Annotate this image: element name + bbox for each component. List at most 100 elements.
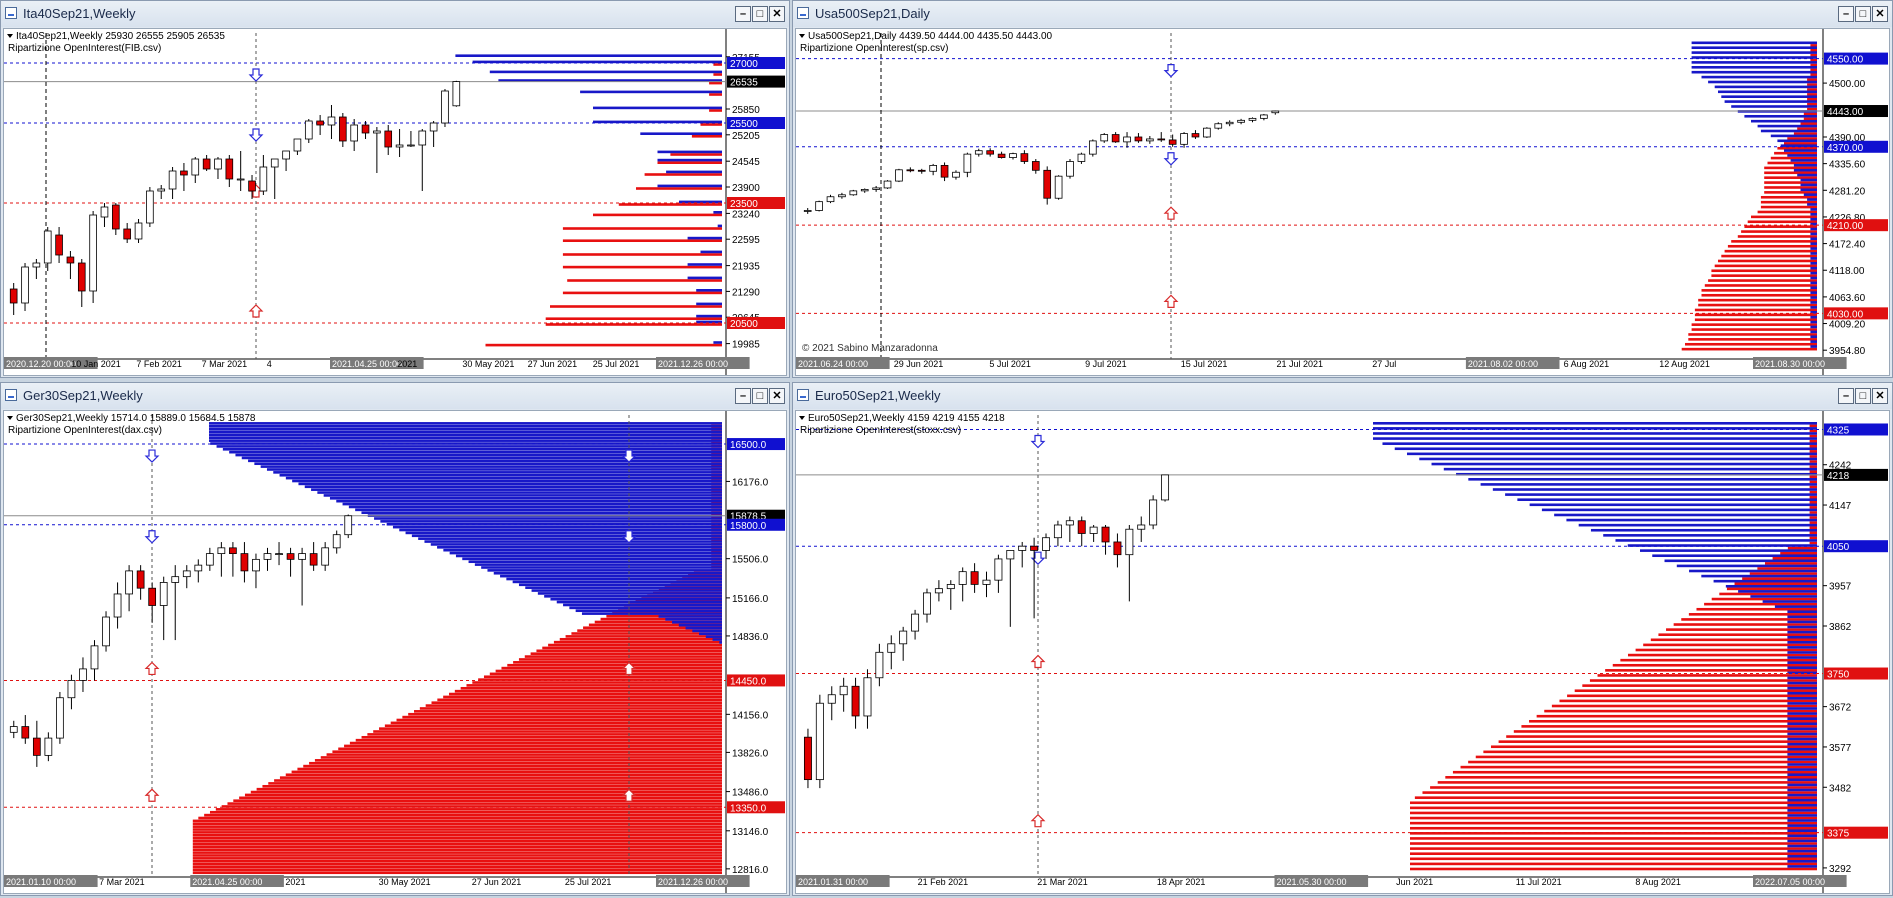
time-axis-label: 2021 xyxy=(285,877,305,887)
level-label: 15800.0 xyxy=(730,521,767,532)
oi-call-bar xyxy=(1578,523,1817,527)
oi-put-bar xyxy=(1410,821,1817,825)
chart-area[interactable]: 16176.0 15878.5 15506.0 15166.0 14836.0 14156… xyxy=(3,410,787,894)
oi-call-bar xyxy=(692,629,722,633)
oi-put-bar xyxy=(1809,475,1817,479)
oi-call-bar xyxy=(1554,513,1817,517)
oi-put-bar xyxy=(1787,546,1817,550)
maximize-button[interactable]: □ xyxy=(752,6,768,22)
oi-call-bar xyxy=(1787,154,1817,157)
oi-put-bar xyxy=(1747,220,1817,224)
price-axis-label: 4147 xyxy=(1829,501,1852,512)
maximize-button[interactable]: □ xyxy=(1855,388,1871,404)
oi-put-bar xyxy=(1483,750,1817,754)
oi-put-bar xyxy=(1410,806,1817,810)
oi-call-bar xyxy=(1793,163,1817,167)
oi-call-bar xyxy=(1810,315,1817,319)
oi-call-bar xyxy=(687,263,722,266)
candle-body xyxy=(1271,110,1280,114)
oi-put-bar xyxy=(644,173,722,176)
close-button[interactable]: ✕ xyxy=(769,388,785,404)
oi-put-bar xyxy=(1809,439,1817,443)
window-euro50: Euro50Sep21,Weekly – □ ✕ 4242 4218 4147 395… xyxy=(792,382,1893,896)
candle-body xyxy=(923,592,931,615)
candle-body xyxy=(194,564,203,572)
oi-put-bar xyxy=(1809,424,1817,428)
oi-put-bar xyxy=(1760,195,1817,199)
candle-body xyxy=(248,180,256,192)
candle-body xyxy=(171,576,180,583)
oi-put-bar xyxy=(1809,500,1817,504)
candle-body xyxy=(361,124,370,134)
oi-put-bar xyxy=(355,738,722,742)
oi-call-bar xyxy=(1744,114,1817,118)
candle-body xyxy=(1180,133,1188,145)
candle-body xyxy=(21,726,30,739)
oi-call-bar xyxy=(493,571,722,575)
oi-put-bar xyxy=(250,790,722,794)
candle-body xyxy=(240,553,249,572)
oi-call-bar xyxy=(1529,503,1817,507)
maximize-button[interactable]: □ xyxy=(752,388,768,404)
price-axis-label: 3862 xyxy=(1829,622,1852,633)
oi-put-bar xyxy=(285,773,722,777)
maximize-button[interactable]: □ xyxy=(1855,6,1871,22)
chart-area[interactable]: 2715526535258502520524545239002324022595… xyxy=(3,28,787,376)
oi-call-bar xyxy=(1787,763,1817,766)
chart-area[interactable]: 4500.00 4443.00 4390.00 4335.60 4281.20 4226.… xyxy=(795,28,1890,376)
oi-put-bar xyxy=(1410,832,1817,835)
close-button[interactable]: ✕ xyxy=(769,6,785,22)
chart-area[interactable]: 4242 4218 4147 3957 3862 3672 3577 3482 3292 4325… xyxy=(795,410,1890,894)
level-tag xyxy=(727,801,785,814)
price-axis-label: 19985 xyxy=(732,340,760,351)
price-axis-label: 14836.0 xyxy=(732,632,769,643)
copyright-text: © 2021 Sabino Manzaradonna xyxy=(802,343,938,354)
oi-call-bar xyxy=(1627,544,1817,547)
chart-svg[interactable]: 16176.0 15878.5 15506.0 15166.0 14836.0 14156… xyxy=(4,411,786,893)
oi-call-bar xyxy=(1807,203,1817,206)
symbol-header: Ita40Sep21,Weekly 25930 26555 25905 2653… xyxy=(16,31,225,42)
oi-call-bar xyxy=(518,583,722,587)
minimize-button[interactable]: – xyxy=(1838,6,1854,22)
oi-put-bar xyxy=(425,704,722,707)
oi-put-bar xyxy=(1506,735,1817,738)
oi-put-bar xyxy=(244,793,722,797)
oi-call-bar xyxy=(1787,615,1817,619)
oi-put-bar xyxy=(419,707,722,710)
oi-call-bar xyxy=(1810,237,1817,241)
oi-call-bar xyxy=(1810,325,1817,329)
minimize-button[interactable]: – xyxy=(735,388,751,404)
oi-put-bar xyxy=(1422,791,1817,794)
close-button[interactable]: ✕ xyxy=(1872,388,1888,404)
chart-svg[interactable]: 4500.00 4443.00 4390.00 4335.60 4281.20 4226.… xyxy=(796,29,1889,375)
candle-body xyxy=(217,547,226,555)
oi-put-bar xyxy=(1468,760,1817,764)
oi-put-bar xyxy=(1694,313,1817,317)
arrow-up-icon xyxy=(1030,654,1046,669)
dropdown-icon xyxy=(7,416,13,420)
level-tag xyxy=(1824,423,1888,436)
chart-svg[interactable]: 2715526535258502520524545239002324022595… xyxy=(4,29,786,375)
oi-call-bar xyxy=(386,522,722,526)
oi-put-bar xyxy=(559,637,722,641)
oi-put-bar xyxy=(1757,210,1817,214)
oi-call-bar xyxy=(229,450,722,454)
oi-put-bar xyxy=(443,695,722,699)
oi-put-bar xyxy=(1414,796,1817,799)
indicator-label: Ripartizione OpenInterest(dax.csv) xyxy=(8,425,162,436)
oi-put-bar xyxy=(1582,684,1817,687)
oi-put-bar xyxy=(192,851,723,854)
candle-body xyxy=(100,206,109,218)
oi-call-bar xyxy=(1676,564,1817,568)
oi-call-bar xyxy=(1731,105,1817,108)
candle-body xyxy=(159,582,168,606)
minimize-button[interactable]: – xyxy=(735,6,751,22)
oi-put-bar xyxy=(1410,867,1817,871)
close-button[interactable]: ✕ xyxy=(1872,6,1888,22)
symbol-header: Ger30Sep21,Weekly 15714.0 15889.0 15684.… xyxy=(16,413,256,424)
time-cursor-tag xyxy=(1753,875,1847,887)
minimize-button[interactable]: – xyxy=(1838,388,1854,404)
oi-put-bar xyxy=(1780,551,1817,555)
candle-body xyxy=(1043,169,1052,199)
